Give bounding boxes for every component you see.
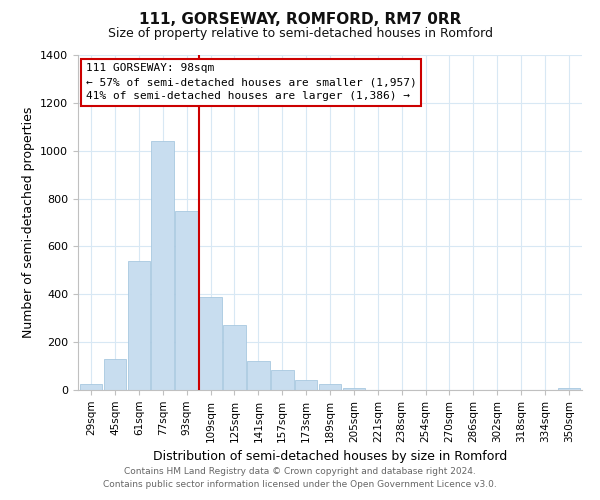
- Bar: [223, 326, 246, 390]
- Bar: [104, 359, 127, 390]
- Bar: [343, 388, 365, 390]
- Text: 111 GORSEWAY: 98sqm
← 57% of semi-detached houses are smaller (1,957)
41% of sem: 111 GORSEWAY: 98sqm ← 57% of semi-detach…: [86, 64, 416, 102]
- Bar: [80, 384, 103, 390]
- Bar: [295, 380, 317, 390]
- Bar: [557, 388, 580, 390]
- Bar: [199, 296, 222, 390]
- X-axis label: Distribution of semi-detached houses by size in Romford: Distribution of semi-detached houses by …: [153, 450, 507, 463]
- Text: 111, GORSEWAY, ROMFORD, RM7 0RR: 111, GORSEWAY, ROMFORD, RM7 0RR: [139, 12, 461, 28]
- Y-axis label: Number of semi-detached properties: Number of semi-detached properties: [22, 107, 35, 338]
- Bar: [271, 370, 293, 390]
- Bar: [128, 261, 150, 390]
- Bar: [319, 384, 341, 390]
- Text: Contains HM Land Registry data © Crown copyright and database right 2024.
Contai: Contains HM Land Registry data © Crown c…: [103, 468, 497, 489]
- Bar: [175, 210, 198, 390]
- Text: Size of property relative to semi-detached houses in Romford: Size of property relative to semi-detach…: [107, 28, 493, 40]
- Bar: [247, 362, 269, 390]
- Bar: [151, 141, 174, 390]
